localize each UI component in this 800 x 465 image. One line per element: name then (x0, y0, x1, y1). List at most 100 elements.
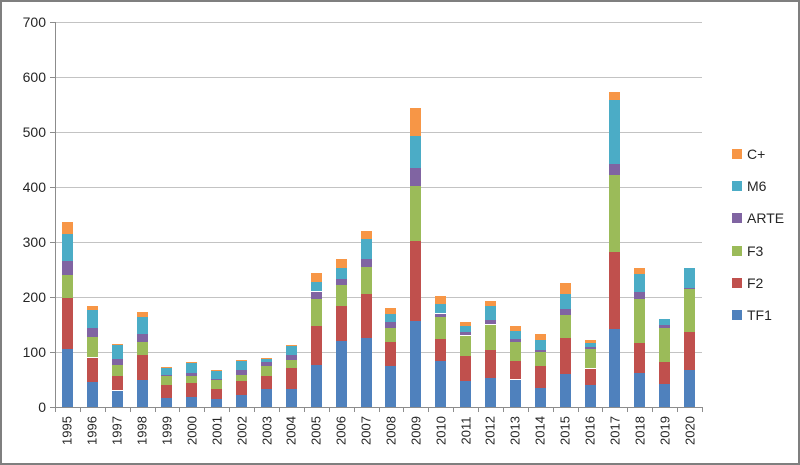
bar-segment-F2-2001 (211, 388, 223, 400)
x-axis-label-2017: 2017 (607, 416, 623, 445)
legend-swatch-M6 (732, 181, 742, 192)
x-axis-label-2007: 2007 (358, 416, 374, 445)
bar-segment-F2-1999 (161, 385, 173, 398)
bar-segment-M6-2005 (310, 281, 322, 292)
bar-segment-F2-2012 (484, 349, 496, 379)
bar-segment-ARTE-2008 (385, 322, 397, 329)
bar-segment-F3-2004 (285, 359, 297, 368)
bar-segment-TF1-2005 (310, 365, 322, 407)
x-tick (229, 407, 231, 412)
bar-segment-F2-2005 (310, 326, 322, 366)
x-tick (677, 407, 679, 412)
bar-segment-F3-2019 (659, 327, 671, 362)
bar-segment-F2-2006 (335, 305, 347, 341)
y-tick-700 (50, 22, 55, 23)
bar-segment-M6-2003 (261, 358, 273, 363)
x-tick (254, 407, 256, 412)
bar-segment-ARTE-2003 (261, 362, 273, 367)
x-tick (129, 407, 131, 412)
gridline-200 (55, 297, 702, 298)
bar-segment-ARTE-2017 (609, 163, 621, 175)
bar-segment-ARTE-2009 (410, 168, 422, 187)
bar-segment-ARTE-2002 (236, 370, 248, 375)
bar-segment-TF1-2008 (385, 365, 397, 407)
bar-segment-C+-2011 (460, 321, 472, 327)
x-tick (478, 407, 480, 412)
x-tick (627, 407, 629, 412)
bar-segment-C+-2016 (584, 339, 596, 344)
y-tick-500 (50, 132, 55, 133)
x-axis-label-1997: 1997 (109, 416, 125, 445)
bar-segment-M6-1995 (61, 234, 73, 261)
bar-segment-M6-2009 (410, 136, 422, 169)
x-axis-label-2010: 2010 (433, 416, 449, 445)
x-tick (303, 407, 305, 412)
x-axis-label-2016: 2016 (582, 416, 598, 445)
bar-segment-C+-2006 (335, 259, 347, 268)
bar-segment-TF1-2002 (236, 395, 248, 407)
bar-segment-TF1-1997 (111, 390, 123, 407)
x-axis-label-2009: 2009 (408, 416, 424, 445)
bar-segment-F3-2016 (584, 348, 596, 369)
bar-segment-ARTE-2000 (186, 373, 198, 376)
bar-segment-F3-1996 (86, 336, 98, 358)
gridline-100 (55, 352, 702, 353)
bar-segment-ARTE-2012 (484, 320, 496, 325)
bar-segment-ARTE-1999 (161, 375, 173, 377)
x-axis-label-2018: 2018 (632, 416, 648, 445)
x-tick (428, 407, 430, 412)
bar-segment-F3-1995 (61, 275, 73, 299)
legend-swatch-F3 (732, 245, 742, 256)
legend-item-TF1: TF1 (732, 308, 794, 322)
bar-segment-F2-2002 (236, 381, 248, 396)
x-axis-label-2003: 2003 (259, 416, 275, 445)
bar-segment-F3-2003 (261, 366, 273, 377)
bar-segment-C+-2005 (310, 273, 322, 282)
bar-segment-F2-1998 (136, 354, 148, 380)
x-axis-label-2005: 2005 (308, 416, 324, 445)
bar-segment-ARTE-1996 (86, 327, 98, 337)
gridline-500 (55, 132, 702, 133)
bar-segment-C+-1999 (161, 366, 173, 368)
bar-segment-TF1-2014 (534, 388, 546, 407)
bar-segment-C+-1998 (136, 312, 148, 317)
x-tick (154, 407, 156, 412)
bar-segment-F3-2005 (310, 298, 322, 327)
x-tick (403, 407, 405, 412)
y-axis-label-500: 500 (22, 124, 46, 140)
bar-segment-C+-2008 (385, 308, 397, 314)
bar-segment-M6-2014 (534, 339, 546, 350)
bar-segment-F2-2007 (360, 294, 372, 339)
bar-segment-C+-2002 (236, 359, 248, 361)
bar-segment-F3-2012 (484, 324, 496, 350)
legend-item-M6: M6 (732, 179, 794, 193)
bar-segment-F2-1995 (61, 298, 73, 350)
bar-segment-TF1-2019 (659, 383, 671, 407)
legend-label-C+: C+ (747, 146, 766, 162)
bar-segment-M6-2015 (559, 294, 571, 309)
bar-segment-TF1-2009 (410, 321, 422, 407)
bar-segment-ARTE-2001 (211, 378, 223, 381)
bar-segment-F3-2008 (385, 328, 397, 342)
bar-segment-TF1-2004 (285, 389, 297, 407)
x-axis-label-1995: 1995 (59, 416, 75, 445)
bar-segment-TF1-1995 (61, 349, 73, 407)
bar-segment-F3-1998 (136, 341, 148, 355)
bar-segment-ARTE-2007 (360, 259, 372, 268)
legend-label-F3: F3 (747, 242, 764, 259)
bar-segment-F2-1997 (111, 376, 123, 391)
bar-segment-F3-2009 (410, 186, 422, 242)
x-tick (204, 407, 206, 412)
bar-segment-M6-2004 (285, 345, 297, 356)
bar-segment-M6-2007 (360, 239, 372, 260)
y-axis-label-400: 400 (22, 179, 46, 195)
bar-segment-M6-2002 (236, 360, 248, 371)
bar-segment-M6-1999 (161, 367, 173, 376)
y-axis-label-200: 200 (22, 289, 46, 305)
bar-segment-C+-2017 (609, 91, 621, 101)
bar-segment-M6-1998 (136, 316, 148, 335)
bar-segment-ARTE-1997 (111, 358, 123, 366)
bar-segment-M6-2011 (460, 326, 472, 333)
bar-segment-M6-2018 (634, 274, 646, 293)
